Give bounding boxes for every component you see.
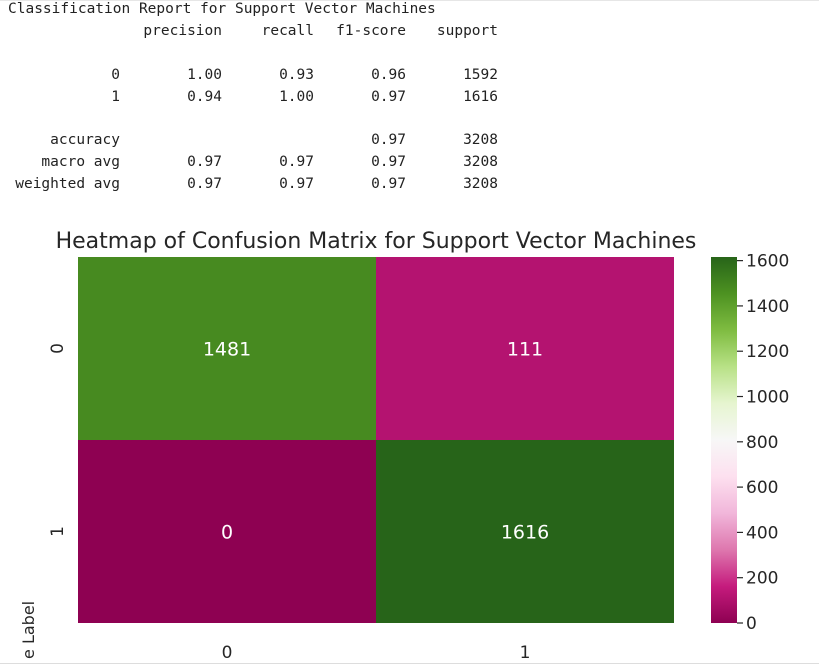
colorbar-tick-label-0: 0: [746, 614, 757, 634]
colorbar-tick-label-400: 400: [746, 523, 778, 543]
colorbar-tick-label-1600: 1600: [746, 252, 789, 272]
report-row-1-label: 1: [111, 89, 120, 105]
report-row-macro-label: macro avg: [41, 154, 120, 170]
colorbar-tick-label-600: 600: [746, 478, 778, 498]
report-header-recall: recall: [261, 23, 314, 39]
report-row-0-recall: 0.93: [279, 67, 314, 83]
report-row-0-support: 1592: [463, 67, 498, 83]
report-row-weighted-support: 3208: [463, 176, 498, 192]
heatmap-cell-label-1-1: 1616: [501, 522, 549, 544]
y-tick-labels: 01: [48, 343, 68, 537]
y-tick-label-1: 1: [48, 526, 68, 537]
report-row-0-label: 0: [111, 67, 120, 83]
report-row-1-f1: 0.97: [371, 89, 406, 105]
report-header-f1-score: f1-score: [336, 23, 406, 39]
report-row-1-precision: 0.94: [187, 89, 222, 105]
report-row-weighted-recall: 0.97: [279, 176, 314, 192]
report-row-macro-f1: 0.97: [371, 154, 406, 170]
report-row-0-precision: 1.00: [187, 67, 222, 83]
report-row-1-support: 1616: [463, 89, 498, 105]
y-axis-label: True Label: [19, 601, 38, 660]
report-row-accuracy-label: accuracy: [50, 132, 120, 148]
report-title: Classification Report for Support Vector…: [8, 1, 436, 17]
colorbar-tick-label-200: 200: [746, 569, 778, 589]
x-tick-label-0: 0: [222, 643, 233, 660]
colorbar-tick-label-1200: 1200: [746, 342, 789, 362]
colorbar: [711, 257, 737, 623]
report-row-weighted-f1: 0.97: [371, 176, 406, 192]
report-row-macro-precision: 0.97: [187, 154, 222, 170]
colorbar-ticks: 0 200 400 600 800 1000 1200 1400 1600: [737, 252, 789, 634]
report-row-0-f1: 0.96: [371, 67, 406, 83]
colorbar-tick-label-1400: 1400: [746, 297, 789, 317]
chart-title: Heatmap of Confusion Matrix for Support …: [56, 229, 697, 254]
classification-report: Classification Report for Support Vector…: [0, 0, 819, 200]
report-header-support: support: [436, 23, 498, 39]
confusion-matrix-heatmap: Heatmap of Confusion Matrix for Support …: [19, 229, 789, 660]
report-row-weighted-label: weighted avg: [15, 176, 120, 192]
report-row-accuracy-f1: 0.97: [371, 132, 406, 148]
colorbar-tick-label-800: 800: [746, 433, 778, 453]
heatmap-cell-label-0-0: 1481: [203, 339, 251, 361]
y-tick-label-0: 0: [48, 343, 68, 354]
report-row-macro-support: 3208: [463, 154, 498, 170]
report-row-1-recall: 1.00: [279, 89, 314, 105]
report-row-macro-recall: 0.97: [279, 154, 314, 170]
heatmap-cell-0-1: [376, 257, 674, 440]
colorbar-tick-label-1000: 1000: [746, 388, 789, 408]
report-header-precision: precision: [143, 23, 222, 39]
x-tick-label-1: 1: [520, 643, 531, 660]
bottom-divider: [0, 663, 819, 664]
report-row-accuracy-support: 3208: [463, 132, 498, 148]
heatmap-cell-1-1: [376, 440, 674, 623]
heatmap-cell-label-0-1: 111: [507, 339, 543, 361]
report-row-weighted-precision: 0.97: [187, 176, 222, 192]
heatmap-cell-1-0: [78, 440, 376, 623]
heatmap-cells: 1481 111 0 1616: [78, 257, 674, 623]
heatmap-cell-label-1-0: 0: [221, 522, 233, 544]
top-divider: [0, 0, 819, 1]
heatmap-cell-0-0: [78, 257, 376, 440]
